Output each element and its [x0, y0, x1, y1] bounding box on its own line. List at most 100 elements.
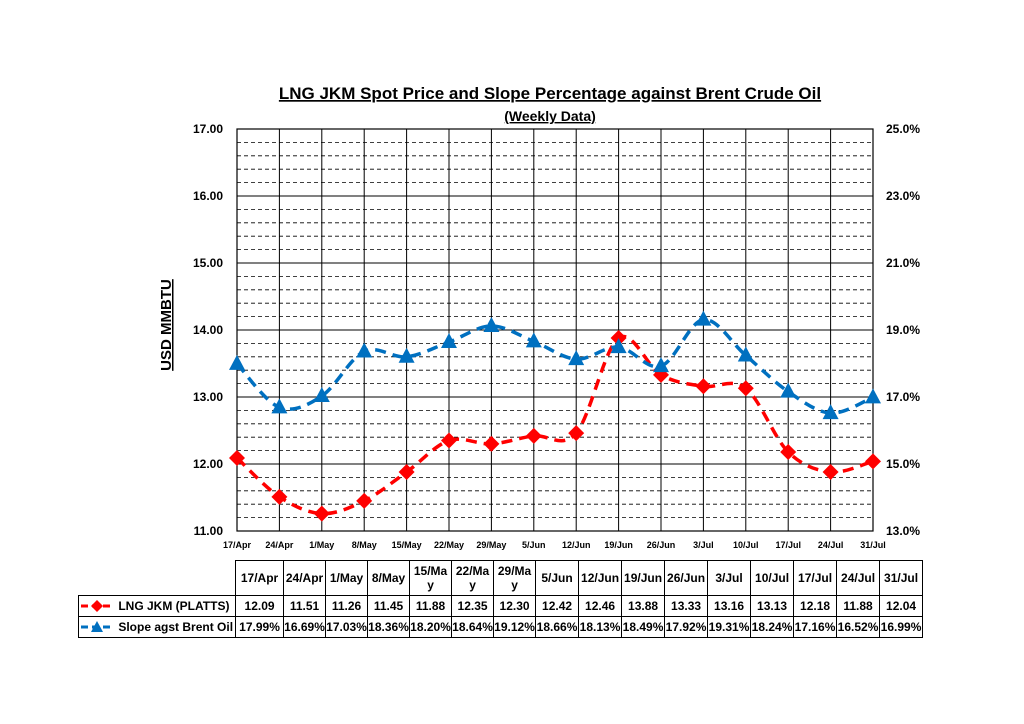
- table-header-cell: 31/Jul: [879, 560, 924, 596]
- x-tick-label: 1/May: [309, 540, 334, 550]
- y-tick-label: 14.00: [193, 323, 223, 337]
- series-point-0: [313, 505, 330, 522]
- series-line-0: [235, 334, 874, 516]
- table-header-cell: 26/Jun: [664, 560, 709, 596]
- y2-tick-label: 17.0%: [886, 390, 920, 404]
- x-tick-label: 10/Jul: [733, 540, 759, 550]
- data-table: 17/Apr 24/Apr 1/May 8/May 15/Ma y 22/Ma y 29/M…: [77, 560, 924, 638]
- series: [229, 310, 881, 522]
- table-cell: 16.69%: [283, 616, 327, 638]
- table-header-cell: 1/May: [325, 560, 369, 596]
- table-cell: 16.99%: [879, 616, 924, 638]
- y2-tick-label: 25.0%: [886, 122, 920, 136]
- x-tick-label: 17/Jul: [775, 540, 801, 550]
- series-point-0: [610, 330, 627, 347]
- chart-title: LNG JKM Spot Price and Slope Percentage …: [279, 84, 821, 103]
- y-axis-label: USD MMBTU: [158, 279, 175, 371]
- x-tick-label: 15/May: [392, 540, 422, 550]
- series-point-1: [483, 316, 500, 332]
- series-line-1: [235, 317, 874, 415]
- table-cell: 13.13: [750, 595, 795, 617]
- table-cell: 19.12%: [493, 616, 537, 638]
- series-point-0: [483, 435, 500, 452]
- table-cell: 18.13%: [578, 616, 623, 638]
- table-cell: 18.20%: [409, 616, 453, 638]
- series-point-0: [865, 453, 881, 470]
- x-tick-label: 12/Jun: [562, 540, 591, 550]
- series-point-0: [271, 488, 288, 505]
- series-point-1: [822, 404, 839, 420]
- series-point-0: [695, 378, 712, 395]
- y-tick-label: 15.00: [193, 256, 223, 270]
- table-cell: 17.16%: [793, 616, 838, 638]
- legend-slope: Slope agst Brent Oil: [77, 616, 237, 638]
- x-tick-label: 17/Apr: [223, 540, 252, 550]
- y2-tick-label: 13.0%: [886, 524, 920, 538]
- table-cell: 12.04: [879, 595, 924, 617]
- table-cell: 18.36%: [367, 616, 411, 638]
- y2-tick-label: 15.0%: [886, 457, 920, 471]
- series-point-1: [398, 347, 415, 363]
- series-point-1: [525, 332, 542, 348]
- table-header-cell: 17/Jul: [793, 560, 838, 596]
- x-tick-label: 19/Jun: [604, 540, 633, 550]
- series-point-0: [525, 427, 542, 444]
- table-cell: 11.51: [283, 595, 327, 617]
- y-tick-label: 11.00: [194, 524, 224, 538]
- axis-ticks: 11.00 12.00 13.00 14.00 15.00 16.00 17.00 13.0%…: [193, 122, 920, 550]
- table-cell: 16.52%: [836, 616, 881, 638]
- series-point-1: [271, 398, 288, 414]
- series-point-1: [780, 382, 797, 398]
- table-header-cell: 12/Jun: [578, 560, 623, 596]
- chart-subtitle: (Weekly Data): [504, 108, 596, 124]
- x-tick-label: 8/May: [352, 540, 377, 550]
- x-tick-label: 24/Jul: [818, 540, 844, 550]
- table-header-cell: 5/Jun: [535, 560, 580, 596]
- table-corner: [78, 560, 237, 596]
- table-header-cell: 29/Ma y: [493, 560, 537, 596]
- series-point-1: [356, 342, 373, 358]
- legend-lng-label: LNG JKM (PLATTS): [118, 598, 230, 613]
- table-cell: 13.88: [621, 595, 666, 617]
- table-header-cell: 24/Apr: [283, 560, 327, 596]
- table-header-cell: 10/Jul: [750, 560, 795, 596]
- table-cell: 17.92%: [664, 616, 709, 638]
- table-cell: 18.66%: [535, 616, 580, 638]
- table-cell: 12.09: [235, 595, 285, 617]
- table-cell: 18.64%: [451, 616, 495, 638]
- y-tick-label: 16.00: [193, 189, 223, 203]
- table-cell: 11.88: [409, 595, 453, 617]
- y-tick-label: 12.00: [193, 457, 223, 471]
- y-tick-label: 13.00: [193, 390, 223, 404]
- series-point-0: [229, 449, 245, 466]
- table-header-cell: 17/Apr: [235, 560, 285, 596]
- table-cell: 11.88: [836, 595, 881, 617]
- table-header-cell: 8/May: [367, 560, 411, 596]
- table-cell: 17.03%: [325, 616, 369, 638]
- table-header-cell: 24/Jul: [836, 560, 881, 596]
- series-point-0: [356, 492, 373, 509]
- table-cell: 11.45: [367, 595, 411, 617]
- table-cell: 18.49%: [621, 616, 666, 638]
- series-point-1: [229, 354, 245, 370]
- table-cell: 12.18: [793, 595, 838, 617]
- series-point-1: [865, 388, 881, 404]
- series-point-0: [822, 464, 839, 481]
- table-cell: 12.35: [451, 595, 495, 617]
- table-cell: 13.16: [707, 595, 752, 617]
- series-point-0: [780, 443, 797, 460]
- x-tick-label: 3/Jul: [693, 540, 714, 550]
- x-tick-label: 5/Jun: [522, 540, 546, 550]
- series-point-0: [398, 464, 415, 481]
- table-header-cell: 3/Jul: [707, 560, 752, 596]
- grid: [236, 128, 874, 532]
- table-cell: 17.99%: [235, 616, 285, 638]
- series-point-1: [313, 386, 330, 402]
- table-cell: 11.26: [325, 595, 369, 617]
- table-header-cell: 15/Ma y: [409, 560, 453, 596]
- legend-lng-swatch: [81, 600, 113, 613]
- y-tick-label: 17.00: [193, 122, 223, 136]
- legend-lng: LNG JKM (PLATTS): [77, 595, 237, 617]
- x-tick-label: 24/Apr: [265, 540, 294, 550]
- table-cell: 12.46: [578, 595, 623, 617]
